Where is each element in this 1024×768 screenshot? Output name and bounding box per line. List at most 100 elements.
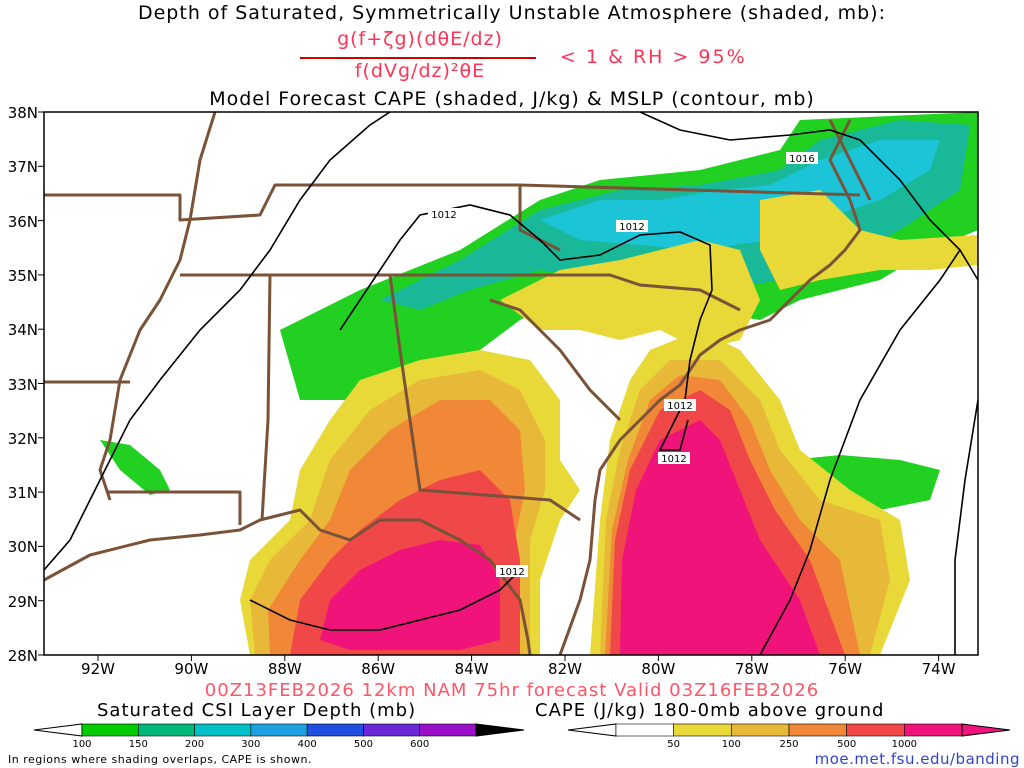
lon-tick-label: 84W (454, 660, 489, 678)
lat-tick-label: 32N (7, 429, 38, 448)
chart-title: Depth of Saturated, Symmetrically Unstab… (137, 2, 886, 24)
lat-tick-label: 34N (7, 321, 38, 340)
isobar-label-box (616, 220, 648, 232)
isobar-1012-southwest (249, 569, 521, 631)
credit-link[interactable]: moe.met.fsu.edu/banding (814, 750, 1020, 768)
csi-colorbar-right-arrow (475, 723, 525, 737)
state-line-ga-sc (489, 298, 622, 422)
csi-colorbar-swatch (419, 723, 477, 737)
lon-tick-label: 82W (548, 660, 582, 678)
axis-ticks (38, 111, 940, 661)
formula-fraction-bar (300, 57, 536, 59)
lat-tick-label: 33N (7, 375, 38, 394)
isobar-east-edge (954, 399, 978, 655)
cape-colorbar-swatch (788, 723, 847, 737)
csi-colorbar-swatch (363, 723, 421, 737)
state-line-31n (108, 490, 242, 525)
isobars (44, 112, 978, 655)
csi-colorbar-label: 400 (297, 739, 317, 750)
cape-yellow-carolinas (500, 240, 760, 350)
footnote: In regions where shading overlaps, CAPE … (8, 753, 312, 766)
lat-tick-label: 36N (7, 212, 38, 231)
isobar-label-box (658, 452, 690, 464)
isobar-label: 1012 (431, 210, 456, 221)
cape-colorbar-swatch (904, 723, 963, 737)
chesapeake (828, 119, 872, 201)
isobar-1012-west (44, 112, 391, 571)
lat-tick-label: 29N (7, 592, 38, 611)
csi-colorbar-label: 100 (72, 739, 92, 750)
csi-colorbar-title: Saturated CSI Layer Depth (mb) (97, 700, 417, 721)
csi-colorbar-swatch (81, 723, 139, 737)
lat-tick-label: 31N (7, 484, 38, 503)
formula-condition: < 1 & RH > 95% (560, 46, 747, 68)
state-line-35n (180, 273, 741, 312)
isobar-1012-east (759, 249, 961, 655)
csi-colorbar (33, 723, 525, 737)
lat-tick-label: 37N (7, 158, 38, 177)
cape-colorbar-label: 1000 (891, 739, 918, 750)
formula-numerator: g(f+ζg)(dθE/dz) (337, 28, 503, 50)
csi-colorbar-swatch (306, 723, 364, 737)
lon-tick-label: 90W (174, 660, 209, 678)
cape-colorbar-label: 50 (667, 739, 681, 750)
isobar-label: 1012 (619, 222, 644, 233)
isobar-label-box (428, 208, 460, 220)
csi-colorbar-label: 200 (185, 739, 205, 750)
state-line-nc-va (518, 185, 561, 252)
cape-colorbar (567, 723, 1011, 737)
state-line-ms-al (260, 274, 272, 521)
coastline-florida-east (558, 119, 862, 655)
lon-tick-label: 74W (921, 660, 956, 678)
lat-tick-label: 28N (7, 647, 38, 665)
csi-colorbar-left-arrow (33, 723, 83, 737)
isobar-label: 1012 (499, 567, 524, 578)
cape-colorbar-swatch (846, 723, 905, 737)
cape-magenta-atlantic (620, 420, 820, 655)
isobar-label: 1016 (789, 154, 814, 165)
isobar-label-box (664, 399, 696, 411)
isobar-label-group: 1012 1012 1012 1012 1012 1016 (428, 152, 818, 578)
state-boundaries (44, 112, 872, 655)
csi-colorbar-label: 150 (128, 739, 148, 750)
isobar-label-box (496, 565, 528, 577)
forecast-valid-line: 00Z13FEB2026 12km NAM 75hr forecast Vali… (204, 680, 820, 701)
csi-colorbar-label: 600 (410, 739, 430, 750)
lon-tick-label: 92W (81, 660, 115, 678)
isobar-label: 1012 (667, 401, 692, 412)
lat-tick-label: 38N (7, 104, 38, 122)
cape-magenta-gulf (320, 540, 500, 650)
cape-colorbar-swatch (615, 723, 674, 737)
state-line-al-ga (388, 274, 581, 522)
cape-colorbar-label: 250 (779, 739, 799, 750)
formula-denominator: f(dVg/dz)²θE (354, 60, 486, 82)
cape-colorbar-swatch (731, 723, 790, 737)
cape-colorbar-right-arrow (961, 723, 1011, 737)
lat-tick-label: 30N (7, 538, 38, 557)
mississippi-river (98, 112, 217, 501)
isobar-1012-central (339, 204, 713, 451)
cape-colorbar-swatch (673, 723, 732, 737)
csi-colorbar-label: 300 (241, 739, 261, 750)
csi-colorbar-swatch (137, 723, 195, 737)
cape-yellow-ne (760, 190, 978, 290)
coastline-gulf (44, 508, 532, 655)
isobar-label-box (786, 152, 818, 164)
cape-colorbar-title: CAPE (J/kg) 180-0mb above ground (535, 700, 885, 721)
isobar-1016 (639, 112, 978, 281)
csi-colorbar-swatch (250, 723, 308, 737)
lon-tick-label: 76W (828, 660, 863, 678)
lon-tick-label: 80W (641, 660, 676, 678)
lat-tick-label: 35N (7, 266, 38, 285)
csi-colorbar-swatch (194, 723, 252, 737)
cape-colorbar-label: 500 (837, 739, 857, 750)
csi-colorbar-label: 500 (353, 739, 373, 750)
isobar-label: 1012 (661, 454, 686, 465)
csi-shading-west (100, 440, 170, 495)
chart-subtitle: Model Forecast CAPE (shaded, J/kg) & MSL… (209, 88, 815, 110)
lon-tick-label: 78W (734, 660, 769, 678)
lon-tick-label: 88W (267, 660, 302, 678)
lon-tick-label: 86W (361, 660, 396, 678)
cape-colorbar-label: 100 (721, 739, 741, 750)
